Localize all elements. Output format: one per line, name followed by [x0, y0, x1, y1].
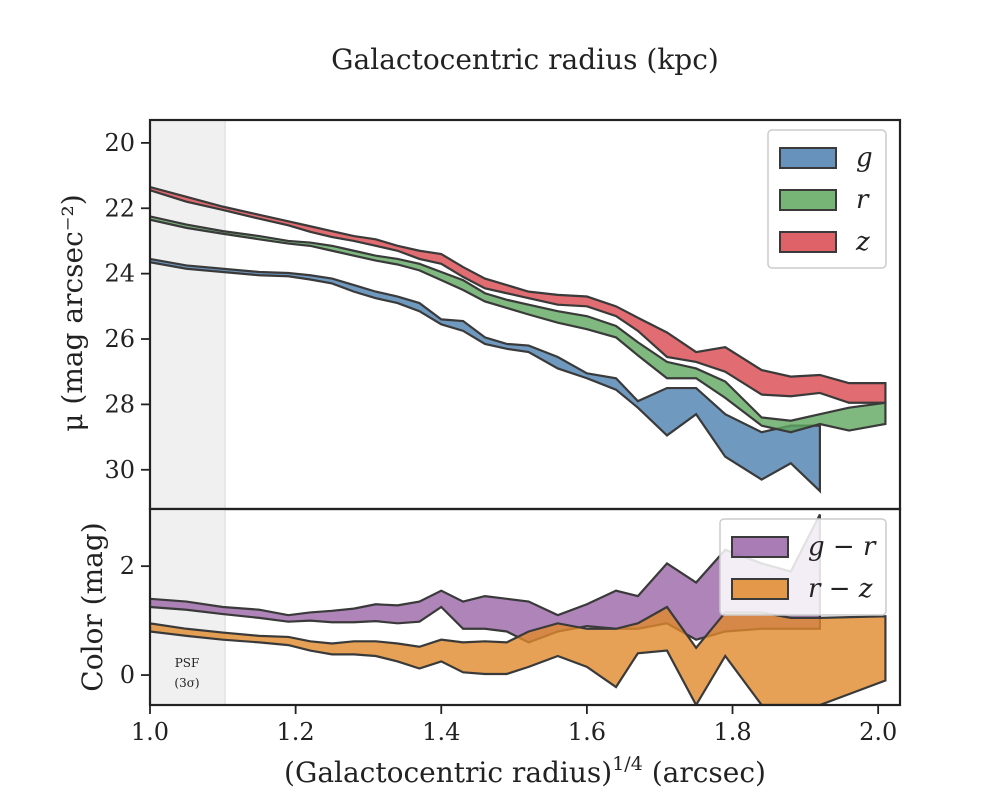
- legend: grz: [767, 129, 887, 269]
- x-tick-label: 2.0: [859, 718, 897, 746]
- legend-swatch: [779, 147, 837, 169]
- psf-region: [150, 120, 225, 509]
- psf-sigma-label: (3σ): [174, 676, 199, 690]
- legend: g − r r − z: [719, 518, 887, 616]
- lower-y-axis-label: Color (mag): [76, 522, 109, 691]
- legend-label: g − r: [808, 532, 877, 562]
- x-tick-label: 1.0: [131, 718, 169, 746]
- x-tick-label: 1.6: [568, 718, 606, 746]
- x-tick-label: 1.2: [277, 718, 315, 746]
- bottom-x-axis-label: (Galactocentric radius)1/4 (arcsec): [284, 753, 766, 789]
- legend-label: r − z: [808, 574, 873, 604]
- y-tick-label: 26: [104, 325, 135, 353]
- y-tick-label: 28: [104, 390, 135, 418]
- psf-label: PSF: [175, 656, 200, 670]
- band-z: [150, 185, 887, 404]
- band-rz: [150, 605, 887, 705]
- band-r: [150, 215, 887, 434]
- legend-label: r: [856, 185, 870, 215]
- top-x-axis-label: Galactocentric radius (kpc): [331, 43, 719, 76]
- y-tick-label: 30: [104, 456, 135, 484]
- upper-y-axis-label: μ (mag arcsec⁻²): [56, 194, 89, 431]
- color-panel: 02: [120, 507, 902, 707]
- axes-frame: [148, 507, 902, 707]
- legend-swatch: [779, 231, 837, 253]
- x-tick-label: 1.8: [713, 718, 751, 746]
- x-tick-label: 1.4: [422, 718, 460, 746]
- surface-brightness-panel: 20 22 24 26 28 30: [104, 118, 902, 511]
- legend-swatch: [731, 578, 789, 600]
- y-tick-label: 22: [104, 194, 135, 222]
- y-tick-label: 20: [104, 129, 135, 157]
- legend-swatch: [779, 189, 837, 211]
- y-tick-label: 24: [104, 260, 135, 288]
- legend-label: z: [855, 227, 870, 257]
- legend-swatch: [731, 536, 789, 558]
- y-tick-label: 0: [120, 661, 135, 689]
- band-g: [150, 257, 822, 494]
- legend-label: g: [856, 143, 873, 173]
- y-tick-label: 2: [120, 552, 135, 580]
